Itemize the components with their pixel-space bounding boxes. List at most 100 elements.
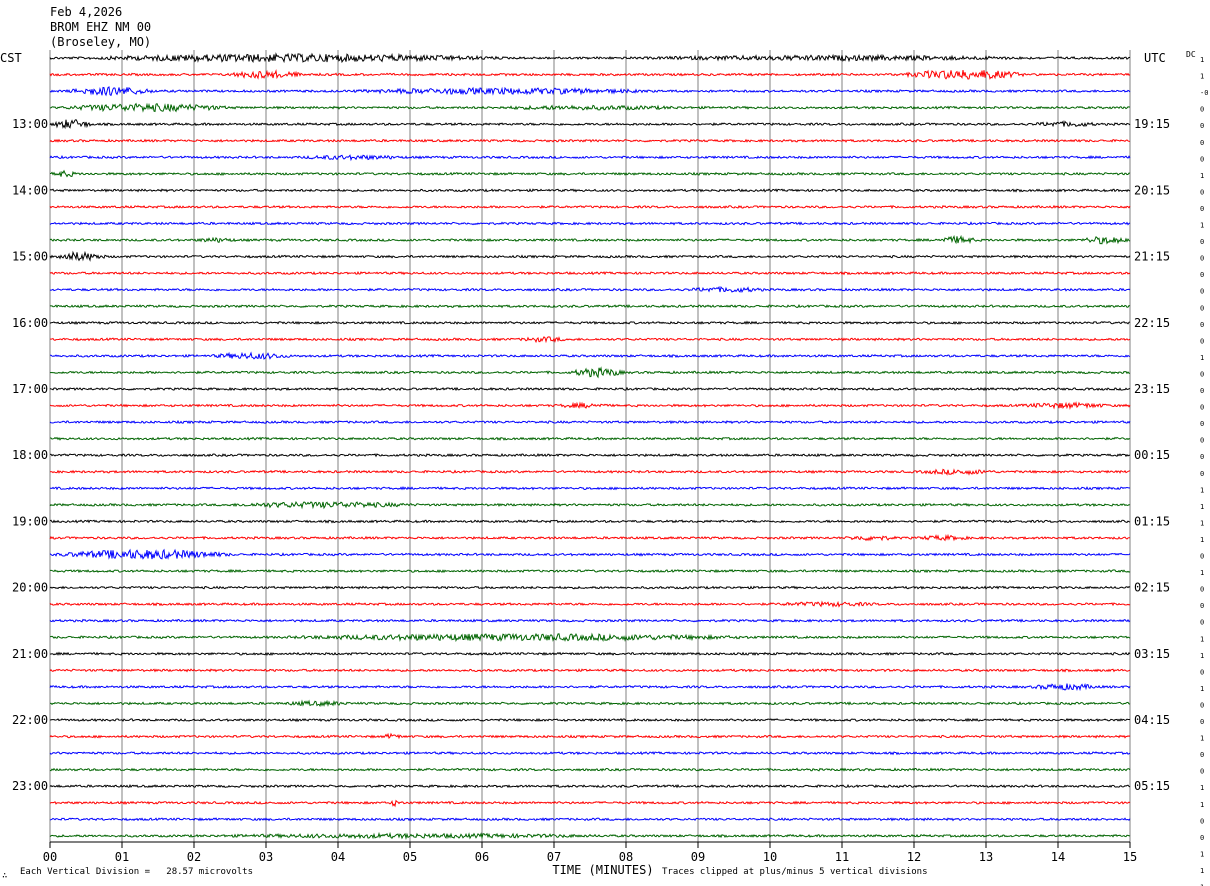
dc-value: 0 bbox=[1200, 751, 1204, 759]
dc-value: 1 bbox=[1200, 73, 1204, 81]
dc-value: 1 bbox=[1200, 735, 1204, 743]
utc-hour-label: 21:15 bbox=[1134, 250, 1170, 264]
cst-hour-label: 23:00 bbox=[12, 779, 48, 793]
dc-value: 0 bbox=[1200, 668, 1204, 676]
dc-value: 1 bbox=[1200, 222, 1204, 230]
trace-line bbox=[49, 169, 1131, 178]
dc-value: 1 bbox=[1200, 569, 1204, 577]
trace-line bbox=[49, 419, 1131, 425]
trace-line bbox=[49, 732, 1131, 740]
utc-hour-label: 02:15 bbox=[1134, 581, 1170, 595]
x-tick-label: 14 bbox=[1051, 850, 1065, 864]
dc-value: 0 bbox=[1200, 586, 1204, 594]
trace-line bbox=[49, 204, 1131, 210]
utc-hour-label: 20:15 bbox=[1134, 183, 1170, 197]
cst-hour-label: 19:00 bbox=[12, 514, 48, 528]
trace-line bbox=[49, 468, 1131, 476]
x-tick-label: 12 bbox=[907, 850, 921, 864]
cst-hour-label: 14:00 bbox=[12, 183, 48, 197]
x-tick-label: 03 bbox=[259, 850, 273, 864]
trace-line bbox=[49, 234, 1131, 245]
trace-line bbox=[49, 750, 1131, 756]
x-tick-label: 04 bbox=[331, 850, 345, 864]
cst-hour-label: 21:00 bbox=[12, 647, 48, 661]
trace-line bbox=[49, 548, 1131, 560]
utc-hour-label: 01:15 bbox=[1134, 514, 1170, 528]
cst-hour-label: 20:00 bbox=[12, 581, 48, 595]
dc-value: 1 bbox=[1200, 652, 1204, 660]
trace-line bbox=[49, 188, 1131, 193]
cst-hour-label: 13:00 bbox=[12, 117, 48, 131]
dc-value: 1 bbox=[1200, 685, 1204, 693]
trace-line bbox=[49, 386, 1131, 392]
trace-line bbox=[49, 501, 1131, 510]
dc-value: -0 bbox=[1200, 89, 1208, 97]
trace-line bbox=[49, 366, 1131, 379]
x-tick-label: 10 bbox=[763, 850, 777, 864]
dc-value: 0 bbox=[1200, 271, 1204, 279]
dc-value: 1 bbox=[1200, 536, 1204, 544]
dc-value: 0 bbox=[1200, 404, 1204, 412]
dc-value: 0 bbox=[1200, 122, 1204, 130]
dc-value: 1 bbox=[1200, 519, 1204, 527]
trace-line bbox=[49, 817, 1131, 822]
trace-line bbox=[49, 452, 1131, 458]
dc-value: 0 bbox=[1200, 834, 1204, 842]
dc-value: 0 bbox=[1200, 288, 1204, 296]
trace-line bbox=[49, 336, 1131, 344]
dc-value: 0 bbox=[1200, 205, 1204, 213]
dc-value: 0 bbox=[1200, 470, 1204, 478]
station-location: (Broseley, MO) bbox=[50, 35, 152, 49]
dc-value: 0 bbox=[1200, 155, 1204, 163]
trace-line bbox=[49, 320, 1131, 325]
dc-value: 0 bbox=[1200, 255, 1204, 263]
trace-line bbox=[49, 717, 1131, 723]
trace-line bbox=[49, 69, 1131, 80]
utc-hour-label: 19:15 bbox=[1134, 117, 1170, 131]
trace-line bbox=[49, 154, 1131, 162]
trace-line bbox=[49, 436, 1131, 441]
x-tick-label: 08 bbox=[619, 850, 633, 864]
trace-line bbox=[49, 52, 1131, 64]
trace-line bbox=[49, 138, 1131, 143]
trace-line bbox=[49, 683, 1131, 692]
x-tick-label: 05 bbox=[403, 850, 417, 864]
dc-value: 1 bbox=[1200, 784, 1204, 792]
trace-line bbox=[49, 401, 1131, 410]
dc-value: 0 bbox=[1200, 619, 1204, 627]
trace-line bbox=[49, 303, 1131, 309]
dc-value: 1 bbox=[1200, 884, 1204, 886]
dc-value: 1 bbox=[1200, 635, 1204, 643]
dc-value: 0 bbox=[1200, 337, 1204, 345]
trace-line bbox=[49, 86, 1131, 97]
trace-line bbox=[49, 799, 1131, 808]
x-tick-label: 06 bbox=[475, 850, 489, 864]
trace-line bbox=[49, 486, 1131, 491]
dc-value: 0 bbox=[1200, 453, 1204, 461]
trace-line bbox=[49, 118, 1131, 130]
trace-line bbox=[49, 831, 1131, 841]
dc-value: 0 bbox=[1200, 420, 1204, 428]
station-code: BROM EHZ NM 00 bbox=[50, 20, 152, 34]
trace-line bbox=[49, 668, 1131, 673]
trace-line bbox=[49, 585, 1131, 590]
trace-line bbox=[49, 533, 1131, 542]
utc-hour-label: 00:15 bbox=[1134, 448, 1170, 462]
trace-line bbox=[49, 699, 1131, 708]
x-tick-label: 02 bbox=[187, 850, 201, 864]
dc-value: 0 bbox=[1200, 370, 1204, 378]
cst-hour-label: 16:00 bbox=[12, 316, 48, 330]
trace-line bbox=[49, 767, 1131, 772]
trace-line bbox=[49, 285, 1131, 293]
cst-hour-label: 18:00 bbox=[12, 448, 48, 462]
x-tick-label: 01 bbox=[115, 850, 129, 864]
trace-line bbox=[49, 271, 1131, 276]
utc-hour-label: 03:15 bbox=[1134, 647, 1170, 661]
x-tick-label: 15 bbox=[1123, 850, 1137, 864]
trace-line bbox=[49, 618, 1131, 623]
trace-line bbox=[49, 221, 1131, 226]
dc-value: 0 bbox=[1200, 553, 1204, 561]
dc-value: 0 bbox=[1200, 238, 1204, 246]
dc-value: 1 bbox=[1200, 867, 1204, 875]
cst-hour-label: 17:00 bbox=[12, 382, 48, 396]
